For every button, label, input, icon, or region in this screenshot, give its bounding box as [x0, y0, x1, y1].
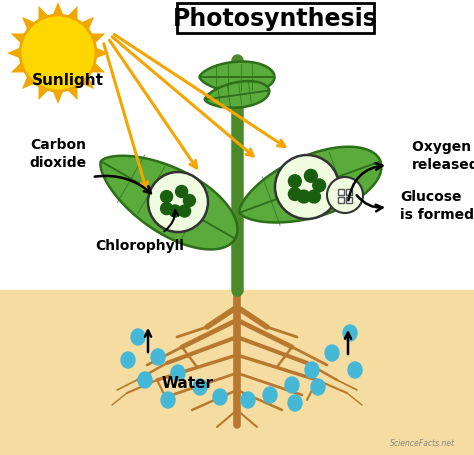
Ellipse shape [213, 389, 227, 405]
Ellipse shape [288, 395, 302, 411]
Circle shape [175, 186, 188, 198]
Ellipse shape [151, 349, 165, 365]
Text: Sunlight: Sunlight [32, 73, 104, 88]
Circle shape [308, 191, 320, 203]
Circle shape [327, 177, 363, 213]
Bar [0, 290, 474, 455]
Text: Chlorophyll: Chlorophyll [96, 238, 184, 253]
Circle shape [275, 156, 339, 219]
Circle shape [304, 170, 317, 183]
Circle shape [289, 188, 301, 201]
Circle shape [179, 206, 191, 217]
Ellipse shape [171, 365, 185, 381]
Ellipse shape [305, 362, 319, 378]
Polygon shape [239, 147, 382, 223]
Circle shape [183, 195, 195, 207]
Ellipse shape [161, 392, 175, 408]
Polygon shape [7, 3, 109, 105]
Text: ScienceFacts.net: ScienceFacts.net [390, 438, 455, 447]
Ellipse shape [241, 392, 255, 408]
Polygon shape [200, 62, 274, 93]
Ellipse shape [348, 362, 362, 378]
Text: Water: Water [162, 376, 214, 391]
Text: Photosynthesis: Photosynthesis [173, 7, 378, 31]
FancyBboxPatch shape [177, 4, 374, 34]
Circle shape [161, 191, 173, 203]
Circle shape [161, 203, 173, 215]
Circle shape [148, 172, 208, 233]
Ellipse shape [138, 372, 152, 388]
Ellipse shape [343, 325, 357, 341]
Ellipse shape [263, 387, 277, 403]
Ellipse shape [311, 379, 325, 395]
FancyBboxPatch shape [346, 190, 352, 196]
FancyBboxPatch shape [338, 197, 344, 203]
Polygon shape [100, 157, 237, 250]
Text: Carbon
dioxide: Carbon dioxide [29, 138, 87, 169]
FancyBboxPatch shape [346, 197, 352, 203]
Circle shape [20, 16, 96, 92]
Text: Oxygen is
released: Oxygen is released [412, 140, 474, 171]
FancyBboxPatch shape [338, 190, 344, 196]
Ellipse shape [325, 345, 339, 361]
Circle shape [289, 176, 301, 188]
Ellipse shape [285, 377, 299, 393]
Circle shape [297, 191, 310, 203]
Ellipse shape [131, 329, 145, 345]
Circle shape [169, 206, 181, 217]
Text: Glucose
is formed: Glucose is formed [400, 190, 474, 221]
Circle shape [313, 180, 326, 192]
Ellipse shape [121, 352, 135, 368]
Ellipse shape [193, 379, 207, 395]
Polygon shape [205, 82, 269, 108]
